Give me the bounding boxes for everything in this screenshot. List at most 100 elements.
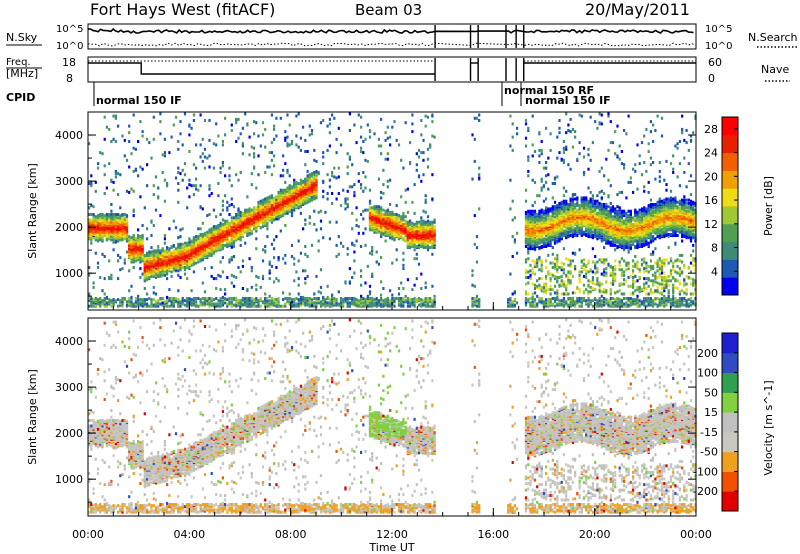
power-cell [393, 237, 396, 241]
power-cell [250, 266, 253, 269]
power-cell [270, 297, 273, 300]
power-cell [219, 213, 222, 216]
power-cell [257, 222, 260, 226]
power-cell [339, 301, 343, 305]
power-cell [239, 304, 242, 308]
power-cell [166, 295, 169, 299]
power-cell [192, 270, 195, 274]
power-cell [255, 211, 258, 215]
power-cell [235, 216, 238, 220]
power-cell [509, 272, 512, 276]
power-cell [119, 214, 122, 218]
power-cell [123, 261, 126, 265]
power-cell [395, 297, 398, 300]
power-cell [217, 241, 220, 245]
power-cell [246, 297, 249, 300]
power-cell [362, 209, 365, 213]
power-cell [246, 217, 249, 221]
power-cell [366, 123, 369, 127]
power-cell [112, 237, 115, 241]
power-cell [400, 219, 403, 223]
power-cell [114, 299, 117, 303]
power-cell [96, 266, 100, 269]
power-cell [146, 292, 149, 296]
power-cell [531, 267, 534, 271]
power-cell [235, 117, 238, 121]
power-cell [170, 274, 173, 278]
power-cell [275, 235, 278, 239]
power-cell [241, 300, 244, 304]
power-cell [105, 304, 108, 308]
power-cell [92, 301, 95, 305]
power-cell [413, 248, 416, 252]
power-cell [545, 298, 548, 302]
power-cell [326, 192, 329, 195]
power-cell [556, 204, 559, 208]
power-cell [473, 116, 476, 120]
power-cell [259, 226, 262, 230]
power-cell [183, 241, 187, 245]
power-cell [377, 299, 380, 303]
power-cell [536, 302, 539, 306]
power-cell [248, 302, 251, 306]
power-cell [186, 277, 189, 281]
power-cell [228, 297, 231, 300]
power-cell [121, 231, 124, 235]
power-cell [277, 193, 280, 197]
power-cell [380, 206, 383, 210]
power-cell [199, 155, 202, 159]
power-cell [342, 298, 345, 302]
power-cell [275, 195, 278, 199]
power-cell [228, 204, 231, 208]
power-cell [174, 115, 178, 119]
power-cell [551, 302, 554, 306]
power-cell [168, 247, 171, 251]
power-cell [545, 266, 548, 269]
power-cell [368, 201, 372, 205]
power-cell [560, 292, 563, 296]
power-cell [357, 231, 360, 235]
power-cell [152, 224, 155, 227]
power-cell [163, 237, 166, 241]
power-cell [415, 229, 418, 233]
power-cell [304, 177, 307, 181]
power-cell [241, 264, 244, 268]
power-cell [339, 299, 343, 303]
power-cell [273, 124, 276, 128]
power-cell [237, 216, 240, 220]
power-cell [132, 208, 135, 212]
power-cell [362, 297, 365, 300]
power-cell [342, 245, 345, 248]
power-cell [99, 151, 102, 155]
power-cell [562, 262, 565, 266]
power-cell [90, 184, 93, 188]
power-cell [96, 224, 100, 227]
power-cell [112, 215, 115, 219]
power-cell [351, 276, 354, 279]
power-cell [402, 214, 405, 218]
power-cell [558, 126, 561, 130]
power-cell [290, 208, 294, 212]
power-cell [315, 274, 318, 278]
power-cell [406, 278, 409, 282]
power-cell [215, 302, 218, 306]
power-cell [137, 258, 140, 262]
power-cell [221, 199, 224, 203]
power-cell [201, 258, 204, 262]
power-cell [130, 295, 133, 299]
power-cell [143, 253, 146, 257]
power-cell [380, 235, 383, 239]
power-cell [253, 152, 256, 156]
power-cell [295, 189, 298, 193]
power-cell [219, 288, 222, 292]
power-cell [295, 200, 298, 204]
power-cell [536, 213, 539, 216]
power-cell [128, 131, 131, 135]
power-cell [371, 274, 374, 278]
power-cell [297, 292, 300, 296]
power-cell [346, 299, 349, 303]
power-cell [273, 280, 276, 284]
power-cell [177, 269, 180, 273]
power-cell [360, 115, 363, 119]
power-cell [380, 297, 383, 300]
